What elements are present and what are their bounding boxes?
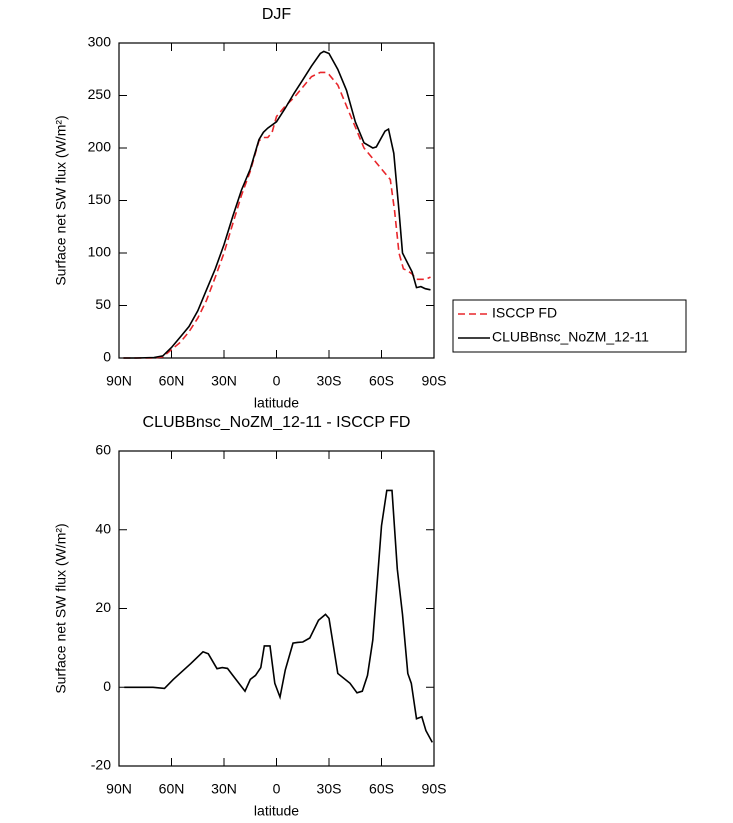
y-tick-label: 40 (95, 520, 111, 536)
y-tick-label: 200 (88, 139, 112, 155)
x-tick-label: 90N (106, 781, 132, 797)
x-tick-label: 30S (317, 781, 342, 797)
x-tick-label: 0 (273, 373, 281, 389)
y-tick-label: -20 (91, 757, 111, 773)
y-axis-label: Surface net SW flux (W/m²) (53, 115, 69, 285)
y-tick-label: 150 (88, 191, 112, 207)
data-line (124, 489, 434, 743)
y-tick-label: 50 (95, 296, 111, 312)
x-tick-label: 90S (422, 373, 447, 389)
y-tick-label: 300 (88, 34, 112, 50)
x-axis-label: latitude (254, 803, 299, 819)
legend-label: ISCCP FD (492, 305, 557, 321)
y-tick-label: 250 (88, 86, 112, 102)
y-tick-label: 20 (95, 599, 111, 615)
plot-frame (118, 450, 435, 767)
chart-title: CLUBBnsc_NoZM_12-11 - ISCCP FD (143, 414, 411, 431)
legend-label: CLUBBnsc_NoZM_12-11 (492, 329, 649, 345)
y-tick-label: 0 (103, 678, 111, 694)
y-tick-label: 60 (95, 442, 111, 458)
series-line (123, 50, 431, 359)
y-tick-label: 100 (88, 244, 112, 260)
x-tick-label: 60N (159, 781, 185, 797)
chart-title: DJF (262, 6, 292, 23)
x-tick-label: 90S (422, 781, 447, 797)
series-line (123, 71, 431, 359)
x-tick-label: 60N (159, 373, 185, 389)
legend-box (452, 299, 687, 353)
x-tick-label: 30S (317, 373, 342, 389)
x-axis-label: latitude (254, 395, 299, 411)
plot-frame (118, 42, 435, 359)
y-axis-label: Surface net SW flux (W/m²) (53, 523, 69, 693)
x-tick-label: 0 (273, 781, 281, 797)
x-tick-label: 60S (369, 781, 394, 797)
x-tick-label: 60S (369, 373, 394, 389)
x-tick-label: 90N (106, 373, 132, 389)
x-tick-label: 30N (211, 373, 237, 389)
y-tick-label: 0 (103, 349, 111, 365)
x-tick-label: 30N (211, 781, 237, 797)
